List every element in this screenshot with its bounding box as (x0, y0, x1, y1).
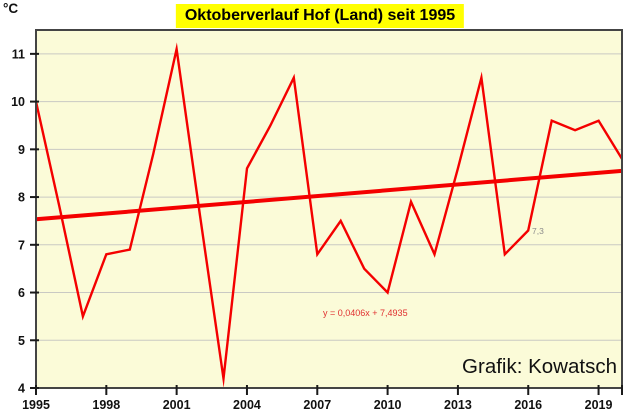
x-axis-tick-label: 2016 (514, 398, 542, 412)
y-axis-tick-label: 4 (18, 382, 25, 396)
plot-border (35, 29, 623, 389)
x-axis-tick-label: 2019 (585, 398, 613, 412)
plot-background (36, 30, 622, 388)
x-axis-tick-label: 2010 (374, 398, 402, 412)
y-axis-tick-label: 11 (12, 47, 25, 61)
y-axis-unit-label: °C (3, 1, 19, 16)
y-axis-tick-label: 7 (18, 238, 25, 252)
y-axis-tick-label: 5 (18, 334, 25, 348)
y-axis-tick-label: 9 (18, 143, 25, 157)
x-axis-tick-label: 1998 (92, 398, 120, 412)
y-axis-tick-label: 8 (18, 191, 25, 205)
chart-title: Oktoberverlauf Hof (Land) seit 1995 (175, 4, 465, 28)
x-axis-tick-label: 1995 (22, 398, 50, 412)
temperature-line (34, 42, 624, 388)
x-axis-tick-label: 2004 (233, 398, 261, 412)
y-axis-tick-label: 10 (11, 95, 25, 109)
data-point-label-2016: 7,3 (532, 226, 544, 236)
y-axis-tick-label: 6 (18, 286, 25, 300)
x-axis-tick-label: 2013 (444, 398, 472, 412)
trend-equation-label: y = 0,0406x + 7,4935 (323, 308, 408, 318)
credit-text: Grafik: Kowatsch (462, 355, 617, 378)
x-axis-tick-label: 2007 (303, 398, 331, 412)
chart-annotations: y = 0,0406x + 7,4935 7,3 Grafik: Kowatsc… (323, 226, 617, 378)
trend-line (35, 168, 623, 222)
x-axis-tick-label: 2001 (163, 398, 191, 412)
